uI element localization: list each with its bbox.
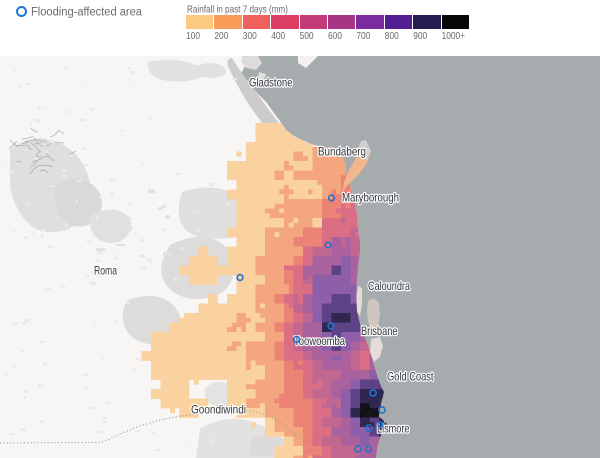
svg-text:Flooding-affected area: Flooding-affected area — [31, 7, 143, 19]
svg-text:Gold Coast: Gold Coast — [387, 370, 434, 384]
svg-text:200: 200 — [214, 30, 228, 42]
svg-text:Lismore: Lismore — [377, 422, 410, 436]
svg-text:Toowoomba: Toowoomba — [294, 334, 345, 348]
svg-text:1000+: 1000+ — [442, 30, 466, 42]
svg-text:700: 700 — [356, 30, 370, 42]
svg-text:Brisbane: Brisbane — [361, 324, 398, 338]
svg-text:600: 600 — [328, 30, 342, 42]
svg-text:400: 400 — [271, 30, 285, 42]
svg-text:Maryborough: Maryborough — [342, 191, 399, 205]
svg-text:500: 500 — [300, 30, 314, 42]
svg-text:Bundaberg: Bundaberg — [318, 145, 366, 159]
svg-text:Roma: Roma — [94, 264, 117, 278]
svg-text:100: 100 — [186, 30, 200, 42]
svg-text:Gladstone: Gladstone — [249, 76, 293, 90]
svg-text:Rainfall in past 7 days (mm): Rainfall in past 7 days (mm) — [187, 4, 288, 16]
svg-text:900: 900 — [413, 30, 427, 42]
svg-text:300: 300 — [243, 30, 257, 42]
svg-text:800: 800 — [385, 30, 399, 42]
svg-text:Goondiwindi: Goondiwindi — [191, 403, 246, 417]
svg-text:Caloundra: Caloundra — [368, 279, 410, 293]
